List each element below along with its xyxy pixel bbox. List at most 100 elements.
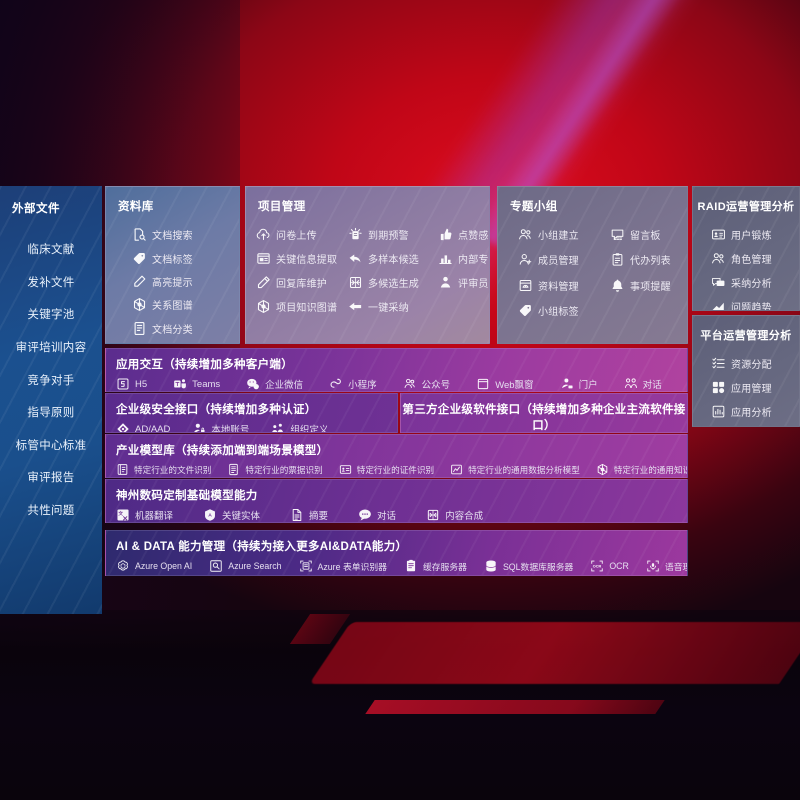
sidebar-item-standards-center[interactable]: 标管中心标准 <box>15 439 87 452</box>
item-reviewer-portrait[interactable]: 评审员画像 <box>438 271 489 293</box>
item-ocr[interactable]: OCR OCR <box>590 559 629 573</box>
band-ai-data-capability-title: AI & DATA 能力管理（持续为接入更多AI&DATA能力） <box>116 541 408 553</box>
item-label: 特定行业的通用知识图谱模型 <box>613 464 687 475</box>
item-material-management[interactable]: 资料管理 <box>518 274 610 296</box>
sidebar-item-supplementary-docs[interactable]: 发补文件 <box>27 276 75 289</box>
card-topic-group-title: 专题小组 <box>510 201 558 213</box>
item-label: 评审员画像 <box>458 278 489 290</box>
item-relation-graph[interactable]: 关系图谱 <box>132 293 231 316</box>
item-summary[interactable]: 摘要 <box>290 508 328 522</box>
item-issue-trend[interactable]: 问题趋势 <box>711 295 791 310</box>
item-label: 角色管理 <box>731 254 772 266</box>
item-label: 内容合成 <box>445 511 484 522</box>
item-key-entity[interactable]: A 关键实体 <box>203 508 260 522</box>
item-speech-understanding[interactable]: 语音理解 <box>646 559 687 573</box>
item-form-recognizer[interactable]: Azure 表单识别器 <box>299 559 387 573</box>
item-document-search[interactable]: 文档搜索 <box>132 223 231 246</box>
item-label: 项目知识图谱 <box>276 302 338 314</box>
item-cache-server[interactable]: 缓存服务器 <box>404 559 467 573</box>
item-project-knowledge-graph[interactable]: 项目知识图谱 <box>256 295 348 317</box>
item-label: 特定行业的票据识别 <box>245 464 323 475</box>
item-multi-sample-candidate[interactable]: 多样本候选 <box>348 247 438 269</box>
person-portrait-icon <box>440 276 451 287</box>
item-knowledge-graph-model[interactable]: 特定行业的通用知识图谱模型 <box>596 463 687 476</box>
item-label: 高亮提示 <box>152 277 193 289</box>
qa-chat-icon: QA <box>712 277 725 286</box>
item-wechat-work[interactable]: 企业微信 <box>246 377 303 391</box>
item-key-info-extract[interactable]: 关键信息提取 <box>256 247 348 269</box>
item-member-management[interactable]: 成员管理 <box>518 249 610 271</box>
item-sql-database[interactable]: SQL数据库服务器 <box>484 559 573 573</box>
item-message-board[interactable]: 留言板 <box>610 223 679 245</box>
thumbs-up-icon <box>440 228 452 240</box>
azure-search-icon <box>210 560 222 572</box>
sidebar-item-review-training[interactable]: 审评培训内容 <box>15 342 87 355</box>
sidebar-item-common-issues[interactable]: 共性问题 <box>27 505 75 518</box>
sidebar-item-guiding-principles[interactable]: 指导原则 <box>27 407 75 420</box>
sidebar-item-competitors[interactable]: 竞争对手 <box>27 374 75 387</box>
item-user-training[interactable]: 用户锻炼 <box>711 223 791 245</box>
item-questionnaire-upload[interactable]: 问卷上传 <box>256 223 348 245</box>
wechat-work-icon <box>247 378 260 390</box>
item-machine-translation[interactable]: 文 机器翻译 <box>116 508 173 522</box>
item-resource-allocation[interactable]: 资源分配 <box>711 352 791 374</box>
item-h5[interactable]: H5 <box>116 377 147 391</box>
item-app-analysis[interactable]: 应用分析 <box>711 400 791 422</box>
item-role-management[interactable]: 角色管理 <box>711 247 791 269</box>
item-expiry-alert[interactable]: 到期预警 <box>348 223 438 245</box>
organization-icon <box>272 423 284 432</box>
sidebar-item-review-report[interactable]: 审评报告 <box>27 472 75 485</box>
item-id-recognition[interactable]: 特定行业的证件识别 <box>339 463 434 476</box>
item-todo-list[interactable]: 代办列表 <box>610 249 679 271</box>
graph-network-icon <box>133 298 146 312</box>
item-teams[interactable]: Teams <box>173 377 220 391</box>
item-label: 对话 <box>377 511 397 522</box>
item-highlight-hint[interactable]: 高亮提示 <box>132 270 231 293</box>
content-synthesis-icon <box>427 509 439 521</box>
item-ad-aad[interactable]: AD/AAD <box>116 422 170 432</box>
item-portal[interactable]: 门户 <box>560 377 598 391</box>
item-group-tag[interactable]: 小组标签 <box>518 300 610 322</box>
item-group-create[interactable]: 小组建立 <box>518 223 610 245</box>
item-app-management[interactable]: 应用管理 <box>711 376 791 398</box>
item-mini-program[interactable]: 小程序 <box>329 377 377 391</box>
item-internal-expert-rank[interactable]: 内部专家排名 <box>438 247 489 269</box>
item-document-tag[interactable]: 文档标签 <box>132 246 231 269</box>
cache-server-icon <box>406 559 416 572</box>
item-adoption-analysis[interactable]: QA 采纳分析 <box>711 271 791 293</box>
item-one-click-adopt[interactable]: 一键采纳 <box>348 295 438 317</box>
item-label: OCR <box>609 561 629 571</box>
item-azure-openai[interactable]: Azure Open AI <box>116 559 192 573</box>
chat-bubble-icon <box>359 509 371 521</box>
sidebar-item-keyword-pool[interactable]: 关键字池 <box>27 309 75 322</box>
item-label: 语音理解 <box>664 561 687 572</box>
item-receipt-recognition[interactable]: 特定行业的票据识别 <box>227 463 323 476</box>
item-multi-candidate-generate[interactable]: 多候选生成 <box>348 271 438 293</box>
item-like-thanks[interactable]: 点赞感谢 <box>438 223 489 245</box>
item-label: 资源分配 <box>731 359 772 371</box>
item-reply-library-maintain[interactable]: 回复库维护 <box>256 271 348 293</box>
item-label: 关键实体 <box>222 511 261 522</box>
svg-text:文: 文 <box>118 510 123 517</box>
band-app-interaction: 应用交互（持续增加多种客户端） H5 Teams 企业微信 小程序 公众号 <box>105 348 688 392</box>
item-event-reminder[interactable]: 事项提醒 <box>610 274 679 296</box>
trend-chart-icon <box>712 302 724 310</box>
item-content-synthesis[interactable]: 内容合成 <box>426 508 483 522</box>
item-label: Azure Open AI <box>135 561 193 571</box>
local-account-icon <box>194 423 205 432</box>
item-file-recognition[interactable]: 特定行业的文件识别 <box>116 463 211 476</box>
shield-diamond-icon <box>117 423 129 432</box>
item-document-classify[interactable]: 文档分类 <box>132 317 231 340</box>
item-dialog[interactable]: 对话 <box>624 377 662 391</box>
item-local-account[interactable]: 本地账号 <box>192 422 249 432</box>
item-dialogue[interactable]: 对话 <box>358 508 396 522</box>
item-org-definition[interactable]: 组织定义 <box>271 422 328 432</box>
app-analytics-icon <box>712 405 725 417</box>
sidebar-item-clinical-literature[interactable]: 临床文献 <box>27 244 75 257</box>
item-web-window[interactable]: Web飘窗 <box>476 377 534 391</box>
item-azure-search[interactable]: Azure Search <box>209 559 282 573</box>
item-official-account[interactable]: 公众号 <box>403 377 450 391</box>
person-add-icon <box>519 254 532 265</box>
item-data-analysis-model[interactable]: 特定行业的通用数据分析模型 <box>450 463 580 476</box>
summary-doc-icon <box>292 508 302 522</box>
